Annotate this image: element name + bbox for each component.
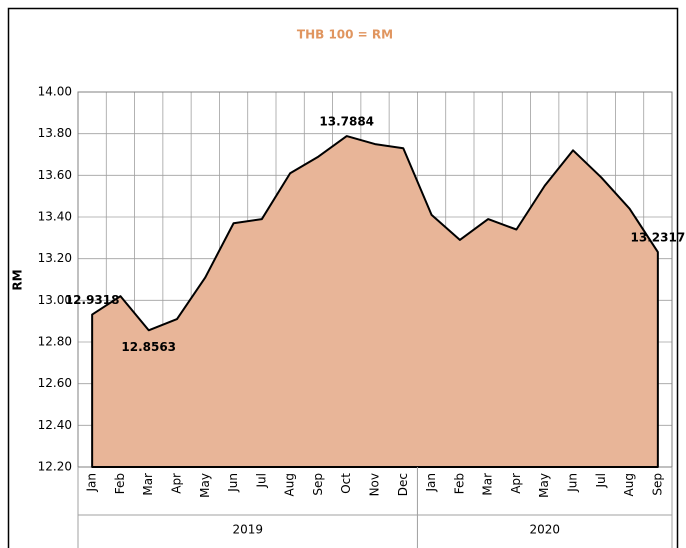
data-label: 12.9318 xyxy=(65,293,120,307)
x-tick-label: Aug xyxy=(283,473,297,496)
x-tick-label: Mar xyxy=(481,473,495,496)
x-tick-label: Oct xyxy=(339,473,353,494)
y-axis-label: RM xyxy=(11,269,25,290)
x-tick-label: Apr xyxy=(170,473,184,494)
x-tick-label: Feb xyxy=(113,473,127,494)
y-tick-label: 12.20 xyxy=(38,460,72,474)
x-tick-label: May xyxy=(198,473,212,498)
y-tick-label: 13.80 xyxy=(38,126,72,140)
x-tick-label: Nov xyxy=(368,473,382,496)
data-label: 13.2317 xyxy=(631,231,686,245)
x-tick-label: May xyxy=(537,473,551,498)
x-tick-label: Jul xyxy=(254,473,268,488)
y-tick-label: 13.40 xyxy=(38,210,72,224)
x-tick-label: Feb xyxy=(452,473,466,494)
x-tick-label: Jul xyxy=(594,473,608,488)
x-tick-label: Aug xyxy=(622,473,636,496)
x-tick-label: Dec xyxy=(396,473,410,496)
y-tick-label: 13.00 xyxy=(38,293,72,307)
y-tick-label: 13.60 xyxy=(38,168,72,182)
x-group-label: 2020 xyxy=(529,523,560,537)
x-tick-label: Apr xyxy=(509,473,523,494)
y-tick-label: 12.40 xyxy=(38,418,72,432)
x-tick-label: Jan xyxy=(85,473,99,493)
x-tick-label: Jun xyxy=(226,473,240,493)
chart-title: THB 100 = RM xyxy=(297,28,393,42)
y-tick-label: 12.60 xyxy=(38,376,72,390)
data-label: 13.7884 xyxy=(319,115,374,129)
x-group-label: 2019 xyxy=(232,523,263,537)
data-label: 12.8563 xyxy=(121,340,176,354)
area xyxy=(91,135,659,468)
x-tick-label: Mar xyxy=(141,473,155,496)
x-tick-label: Jan xyxy=(424,473,438,493)
y-tick-label: 12.80 xyxy=(38,335,72,349)
y-tick-label: 14.00 xyxy=(38,85,72,99)
y-tick-label: 13.20 xyxy=(38,251,72,265)
x-tick-label: Jun xyxy=(566,473,580,493)
x-tick-label: Sep xyxy=(650,473,664,496)
x-tick-label: Sep xyxy=(311,473,325,496)
